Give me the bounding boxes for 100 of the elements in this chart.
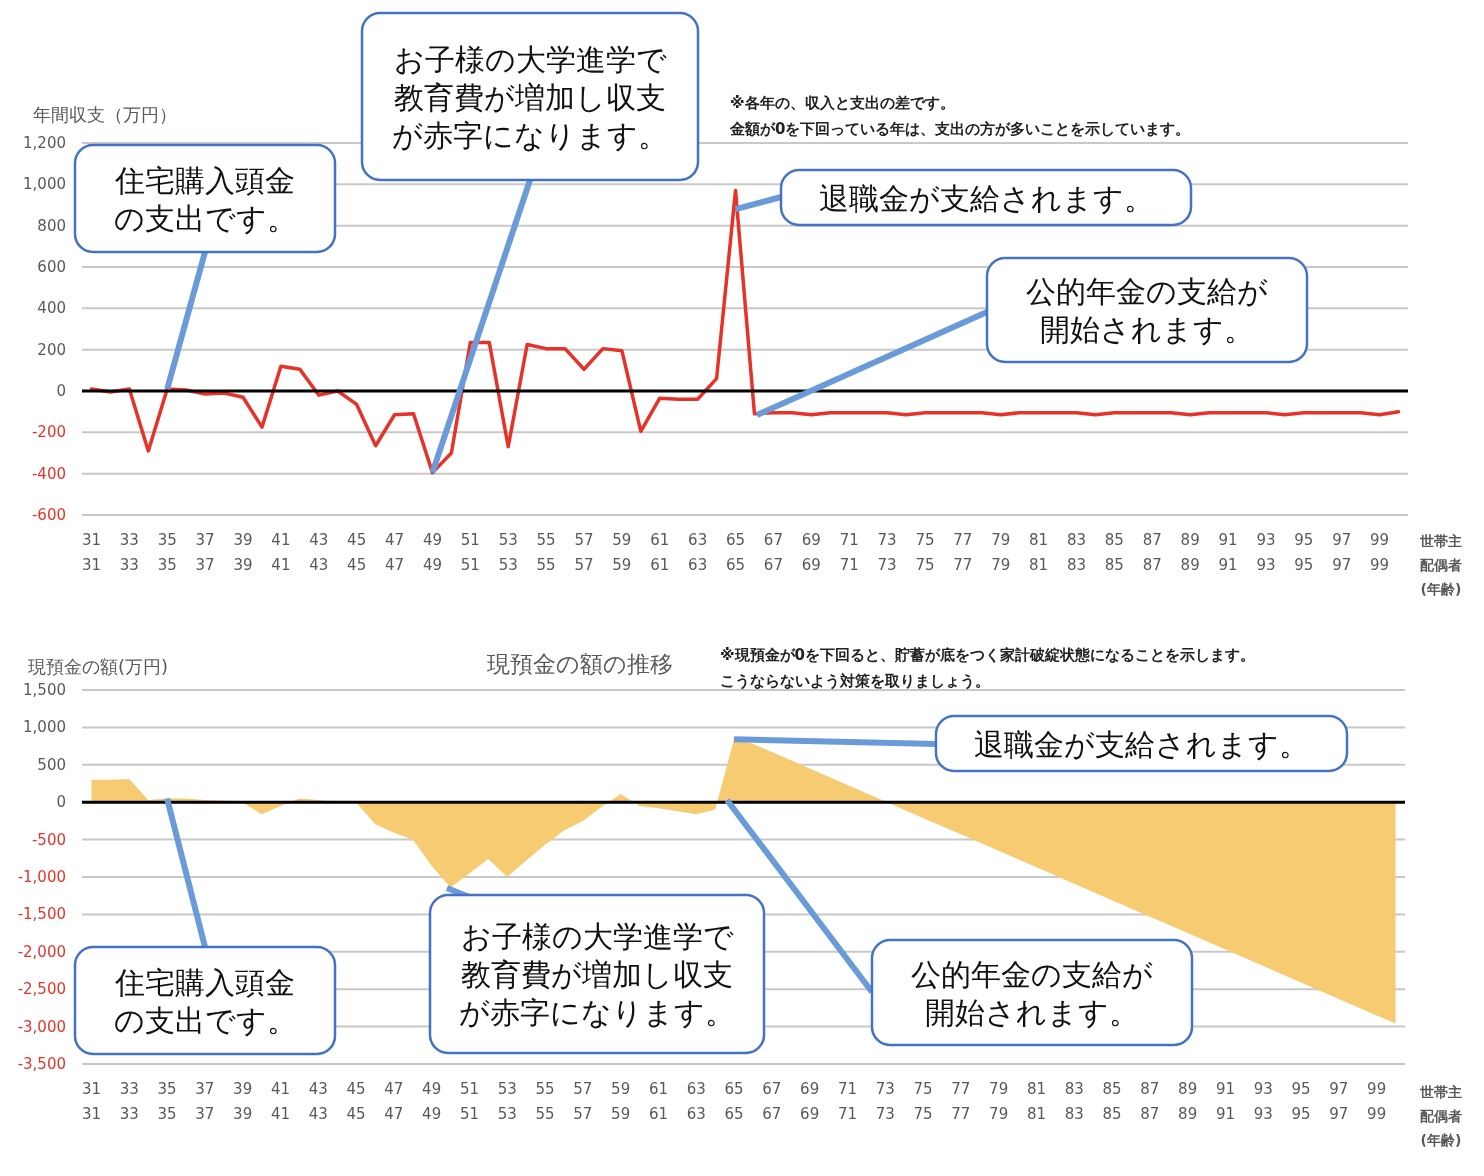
x-tick-label: 51 51 — [460, 531, 480, 574]
y-tick-label: 0 — [56, 793, 66, 812]
callout: 退職金が支給されます。 — [733, 714, 1349, 773]
x-tick-label: 79 79 — [991, 531, 1011, 574]
annotation: 住宅購入頭金の支出です。 — [113, 964, 297, 1038]
x-tick-label: 69 69 — [801, 531, 821, 574]
x-axis-title: 世帯主配偶者(年齢) — [1419, 533, 1462, 597]
y-tick-label: 600 — [37, 258, 66, 276]
x-tick-label: 83 83 — [1066, 531, 1087, 574]
x-tick-label: 33 33 — [119, 1080, 139, 1123]
annotation: 退職金が支給されます。 — [974, 726, 1309, 762]
x-tick-label: 99 99 — [1367, 1080, 1387, 1123]
x-tick-label: 69 69 — [800, 1080, 820, 1123]
x-tick-label: 61 61 — [648, 1080, 668, 1123]
x-tick-label: 39 39 — [233, 1080, 253, 1123]
y-tick-label: -500 — [31, 830, 66, 849]
x-tick-label: 47 47 — [385, 531, 405, 574]
x-tick-label: 45 45 — [346, 1080, 366, 1123]
text: ※各年の、収入と支出の差です。金額が0を下回っている年は、支出の方が多いことを示しています。 — [729, 94, 1191, 138]
y-tick-label: 1,200 — [23, 134, 66, 152]
x-tick-label: 91 91 — [1218, 531, 1238, 574]
x-tick-label: 67 67 — [763, 531, 783, 574]
x-tick-label: 55 55 — [535, 1080, 555, 1123]
callout: 退職金が支給されます。 — [734, 168, 1193, 227]
callout: お子様の大学進学で教育費が増加し収支が赤字になります。 — [360, 11, 700, 474]
annotation: 公的年金の支給が開始されます。 — [911, 956, 1153, 1030]
x-tick-label: 65 65 — [724, 1080, 744, 1123]
x-tick-label: 97 97 — [1329, 1080, 1349, 1123]
x-tick-label: 83 83 — [1064, 1080, 1084, 1123]
x-tick-label: 35 35 — [157, 1080, 177, 1123]
y-tick-label: 1,000 — [23, 718, 66, 737]
y-tick-label: -3,500 — [17, 1055, 66, 1073]
y-tick-label: 400 — [37, 299, 66, 318]
x-tick-label: 63 63 — [686, 1080, 706, 1123]
x-tick-label: 51 51 — [459, 1080, 479, 1123]
x-tick-label: 87 87 — [1140, 1080, 1160, 1123]
chart-title: 現預金の額の推移 — [487, 651, 673, 677]
x-tick-label: 95 95 — [1294, 531, 1314, 574]
x-tick-label: 31 31 — [81, 1080, 101, 1123]
y-tick-label: -600 — [31, 506, 66, 524]
y-tick-label: 1,500 — [23, 681, 66, 699]
x-tick-label: 75 75 — [913, 1080, 933, 1123]
x-tick-label: 49 49 — [422, 531, 442, 574]
x-tick-label: 41 41 — [270, 1080, 290, 1123]
x-tick-label: 73 73 — [877, 531, 897, 574]
y-tick-label: 1,000 — [23, 175, 66, 194]
y-tick-label: -1,500 — [17, 905, 66, 924]
x-tick-label: 63 63 — [688, 531, 708, 574]
x-tick-label: 35 35 — [157, 531, 177, 574]
x-tick-label: 75 75 — [915, 531, 935, 574]
callout: 住宅購入頭金の支出です。 — [73, 797, 337, 1056]
callout: 公的年金の支給が開始されます。 — [755, 256, 1309, 418]
x-tick-label: 81 81 — [1029, 531, 1049, 574]
y-tick-label: 200 — [37, 340, 66, 359]
x-tick-label: 43 43 — [309, 531, 329, 574]
y-axis-title: 現預金の額(万円) — [28, 656, 169, 677]
x-tick-label: 71 71 — [837, 1080, 857, 1123]
x-tick-label: 55 55 — [536, 531, 556, 574]
x-tick-label: 73 73 — [875, 1080, 895, 1123]
x-tick-label: 59 59 — [611, 1080, 631, 1123]
x-tick-label: 81 81 — [1026, 1080, 1046, 1123]
x-tick-label: 85 85 — [1102, 1080, 1122, 1123]
annotation: 住宅購入頭金の支出です。 — [113, 162, 297, 236]
x-tick-label: 93 93 — [1253, 1080, 1273, 1123]
x-tick-label: 65 65 — [725, 531, 746, 574]
x-tick-label: 33 33 — [119, 531, 139, 574]
x-tick-label: 87 87 — [1142, 531, 1162, 574]
y-tick-label: -2,000 — [17, 942, 66, 961]
x-tick-label: 99 99 — [1370, 531, 1390, 574]
x-tick-label: 95 95 — [1291, 1080, 1311, 1123]
y-tick-label: -3,000 — [17, 1017, 66, 1036]
annotation: お子様の大学進学で教育費が増加し収支が赤字になります。 — [392, 41, 668, 153]
annotation: 公的年金の支給が開始されます。 — [1026, 274, 1268, 347]
x-tick-label: 57 57 — [574, 531, 594, 574]
y-tick-label: -1,000 — [17, 868, 66, 886]
x-tick-label: 53 53 — [497, 1080, 517, 1123]
x-tick-label: 67 67 — [762, 1080, 782, 1123]
x-tick-label: 89 89 — [1178, 1080, 1198, 1123]
x-tick-label: 39 39 — [233, 531, 253, 574]
x-tick-label: 41 41 — [271, 531, 291, 574]
x-tick-label: 53 53 — [498, 531, 518, 574]
x-tick-label: 79 79 — [989, 1080, 1009, 1123]
x-tick-label: 77 77 — [953, 531, 973, 574]
x-tick-label: 45 45 — [347, 531, 367, 574]
x-tick-label: 37 37 — [195, 531, 215, 574]
x-tick-label: 93 93 — [1256, 531, 1276, 574]
x-tick-label: 59 59 — [612, 531, 632, 574]
x-tick-label: 97 97 — [1332, 531, 1352, 574]
y-axis-title: 年間収支（万円） — [33, 104, 177, 125]
x-tick-label: 61 61 — [650, 531, 670, 574]
x-tick-label: 71 71 — [839, 531, 859, 574]
x-tick-label: 85 85 — [1104, 531, 1124, 574]
annotation: ※現預金が0を下回ると、貯蓄が底をつく家計破綻状態になることを示します。こうならないよう対策を取りましょう。 — [720, 646, 1256, 690]
x-tick-label: 43 43 — [308, 1080, 328, 1123]
x-tick-label: 89 89 — [1180, 531, 1200, 574]
x-tick-label: 31 31 — [81, 531, 102, 574]
y-tick-label: -200 — [31, 423, 66, 442]
callout: 住宅購入頭金の支出です。 — [73, 143, 337, 390]
x-tick-label: 91 91 — [1215, 1080, 1235, 1123]
x-tick-label: 77 77 — [951, 1080, 971, 1123]
